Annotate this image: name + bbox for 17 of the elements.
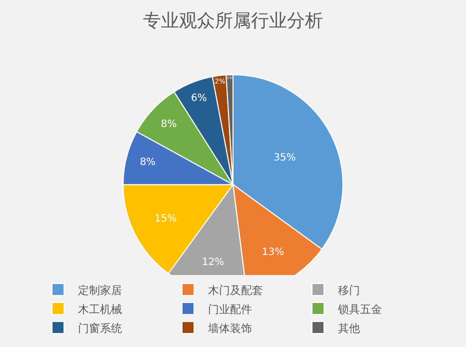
data-label: 12% (202, 256, 224, 268)
legend-label: 木门及配套 (208, 284, 263, 297)
legend-label: 锁具五金 (337, 302, 382, 316)
chart-title: 专业观众所属行业分析 (143, 10, 323, 32)
data-label: 15% (154, 213, 177, 224)
legend-label: 移门 (338, 284, 360, 297)
legend-label: 木工机械 (78, 302, 122, 316)
data-label: 8% (140, 157, 156, 168)
data-label: 35% (274, 152, 296, 164)
legend-label: 墙体装饰 (207, 322, 252, 335)
legend-label: 门窗系统 (78, 322, 122, 335)
data-label: 6% (190, 93, 207, 104)
data-label: 13% (262, 246, 284, 258)
legend-label: 门业配件 (208, 302, 252, 316)
legend-label: 其他 (338, 322, 360, 335)
data-label: 8% (160, 118, 177, 130)
legend-label: 定制家居 (78, 284, 122, 297)
